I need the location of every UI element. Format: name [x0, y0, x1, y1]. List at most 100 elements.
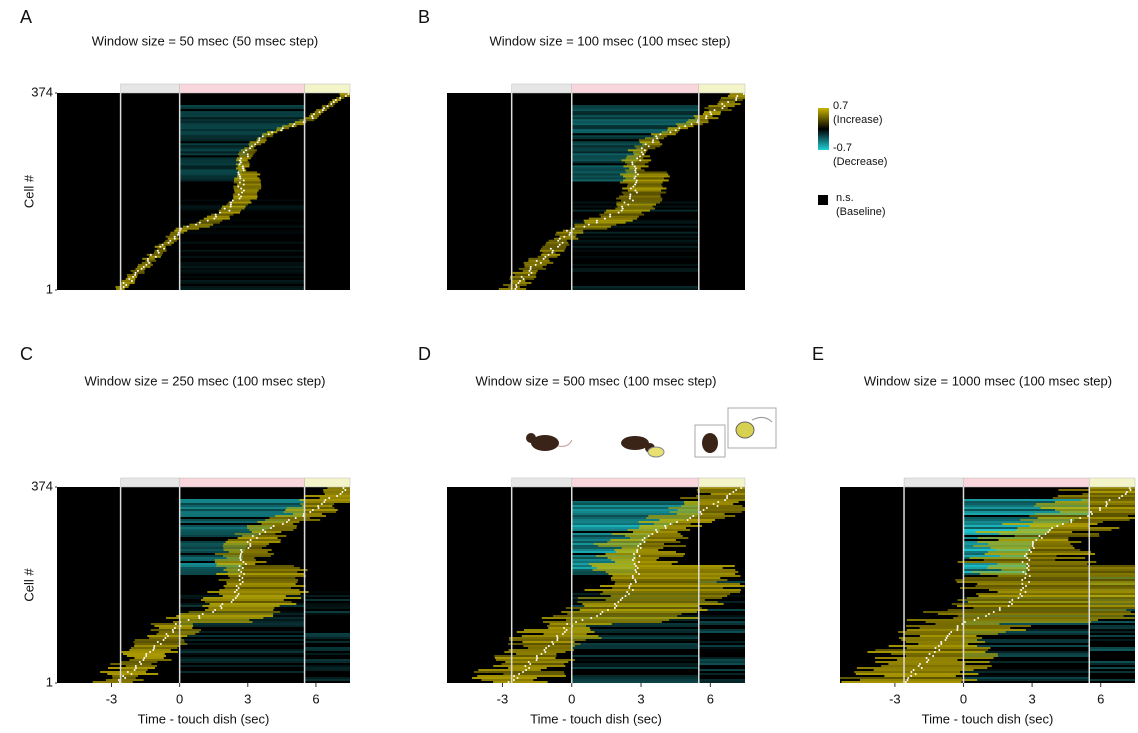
raster-row: [610, 595, 728, 597]
peak-dot: [547, 645, 550, 647]
raster-row: [240, 149, 257, 152]
raster-row: [233, 181, 261, 184]
raster-row: [571, 637, 699, 639]
raster-row: [593, 543, 665, 545]
raster-row: [498, 287, 527, 290]
raster-row: [552, 615, 678, 617]
raster-row: [584, 221, 626, 224]
raster-row: [904, 633, 998, 635]
peak-dot: [587, 223, 590, 226]
peak-dot: [232, 599, 235, 601]
raster-row: [571, 679, 699, 681]
peak-dot: [344, 489, 347, 491]
raster-row: [621, 547, 664, 549]
raster-row: [304, 667, 350, 669]
raster-row: [997, 575, 1135, 577]
peak-dot: [214, 609, 217, 611]
peak-dot: [291, 125, 294, 128]
raster-row: [988, 565, 1135, 567]
raster-row: [179, 671, 305, 673]
raster-row: [179, 175, 243, 178]
raster-row: [288, 123, 305, 126]
raster-row: [963, 569, 1027, 571]
raster-row: [947, 609, 1127, 611]
raster-row: [571, 631, 699, 633]
peak-dot: [1021, 579, 1024, 581]
raster-row: [304, 649, 350, 651]
raster-row: [627, 149, 648, 152]
raster-row: [984, 553, 1096, 555]
raster-row: [963, 645, 1090, 647]
raster-row: [527, 647, 573, 649]
raster-row: [509, 275, 537, 278]
peak-dot: [558, 243, 561, 246]
raster-row: [698, 659, 745, 661]
peak-dot: [735, 489, 738, 491]
epoch-bar: [571, 477, 700, 488]
peak-dot: [251, 535, 254, 537]
raster-row: [179, 275, 305, 278]
peak-dot: [149, 651, 152, 653]
raster-row: [571, 111, 699, 114]
raster-row: [611, 579, 728, 581]
peak-dot: [1129, 489, 1132, 491]
raster-row: [1037, 517, 1135, 519]
peak-dot: [1026, 563, 1029, 565]
raster-row: [179, 557, 243, 559]
raster-row: [238, 161, 250, 164]
raster-row: [571, 645, 699, 647]
raster-row: [874, 657, 994, 659]
raster-row: [223, 569, 308, 571]
raster-row: [179, 651, 305, 653]
raster-row: [605, 553, 685, 555]
raster-row: [179, 281, 305, 284]
peak-dot: [575, 621, 578, 623]
raster-row: [571, 137, 657, 140]
raster-row: [546, 241, 569, 244]
peak-dot: [1038, 535, 1041, 537]
peak-dot: [534, 263, 537, 266]
raster-row: [179, 527, 271, 529]
raster-row: [975, 585, 1135, 587]
raster-row: [121, 281, 135, 284]
raster-row: [572, 258, 699, 260]
peak-dot: [627, 203, 630, 206]
raster-row: [257, 521, 300, 523]
raster-row: [304, 607, 350, 609]
raster-row: [645, 137, 665, 140]
raster-row: [179, 545, 248, 547]
peak-dot: [977, 617, 980, 619]
raster-row: [614, 583, 741, 585]
raster-row: [179, 115, 305, 118]
raster-row: [973, 607, 1135, 609]
raster-row: [235, 163, 250, 166]
raster-row: [605, 599, 705, 601]
peak-dot: [609, 213, 612, 216]
peak-dot: [1070, 519, 1073, 521]
peak-dot: [643, 541, 646, 543]
peak-dot: [128, 277, 131, 280]
raster-row: [639, 525, 702, 527]
peak-dot: [153, 645, 156, 647]
raster-row: [571, 525, 669, 527]
raster-row: [571, 515, 697, 517]
peak-dot: [539, 261, 542, 264]
peak-dot: [149, 253, 152, 256]
raster-row: [654, 523, 691, 525]
raster-row: [316, 109, 327, 112]
peak-dot: [638, 555, 641, 557]
raster-row: [226, 581, 298, 583]
peak-dot: [1128, 487, 1131, 489]
peak-dot: [1079, 517, 1082, 519]
raster-row: [223, 547, 262, 549]
raster-row: [718, 101, 735, 104]
raster-row: [612, 587, 724, 589]
raster-row: [233, 197, 257, 200]
peak-dot: [637, 561, 640, 563]
peak-dot: [244, 563, 247, 565]
peak-dot: [987, 613, 990, 615]
x-tick-label: 3: [1028, 691, 1035, 706]
peak-dot: [637, 545, 640, 547]
peak-dot: [632, 185, 635, 188]
